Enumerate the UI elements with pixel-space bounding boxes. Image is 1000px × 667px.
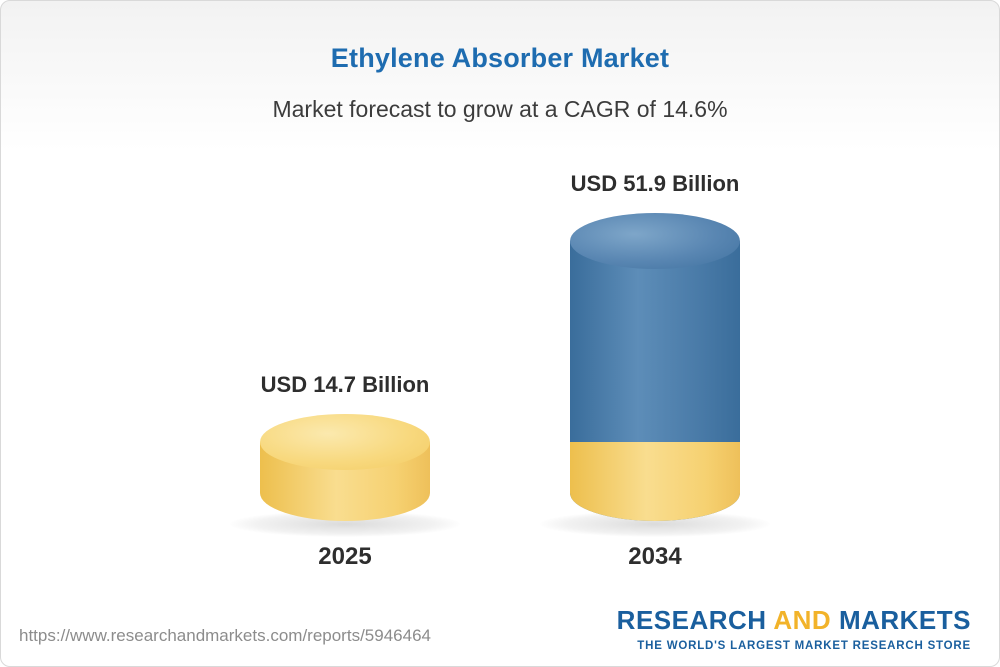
logo-word-and: AND [773, 605, 832, 635]
cylinder-bar-2034 [570, 213, 740, 521]
logo-wordmark: RESEARCH AND MARKETS [617, 605, 971, 636]
cylinder-2034-base-segment [570, 442, 740, 521]
chart-subtitle: Market forecast to grow at a CAGR of 14.… [272, 96, 728, 122]
bar-group-2034: USD 51.9 Billion 2034 [540, 171, 770, 571]
cylinder-2034 [570, 213, 740, 521]
bar-chart: USD 14.7 Billion 2025 USD 51.9 Billion [1, 151, 999, 571]
logo-word-research: RESEARCH [616, 605, 767, 635]
research-and-markets-logo: RESEARCH AND MARKETS THE WORLD'S LARGEST… [617, 605, 971, 652]
chart-header: Ethylene Absorber Market Market forecast… [1, 1, 999, 123]
category-label-2025: 2025 [318, 543, 372, 570]
cylinder-2034-top [570, 213, 740, 269]
cylinder-bar-2025 [260, 414, 430, 521]
cylinder-2025-top [260, 414, 430, 470]
bar-group-2025: USD 14.7 Billion 2025 [230, 372, 460, 571]
value-label-2034: USD 51.9 Billion [570, 171, 740, 196]
logo-tagline: THE WORLD'S LARGEST MARKET RESEARCH STOR… [637, 640, 971, 652]
logo-word-markets: MARKETS [838, 605, 971, 635]
footer: https://www.researchandmarkets.com/repor… [1, 594, 999, 666]
cylinder-2025 [260, 414, 430, 521]
value-label-2025: USD 14.7 Billion [260, 372, 430, 397]
chart-title: Ethylene Absorber Market [330, 43, 670, 73]
report-url-link[interactable]: https://www.researchandmarkets.com/repor… [19, 626, 431, 645]
cylinder-2034-body [570, 241, 740, 521]
category-label-2034: 2034 [628, 543, 682, 570]
